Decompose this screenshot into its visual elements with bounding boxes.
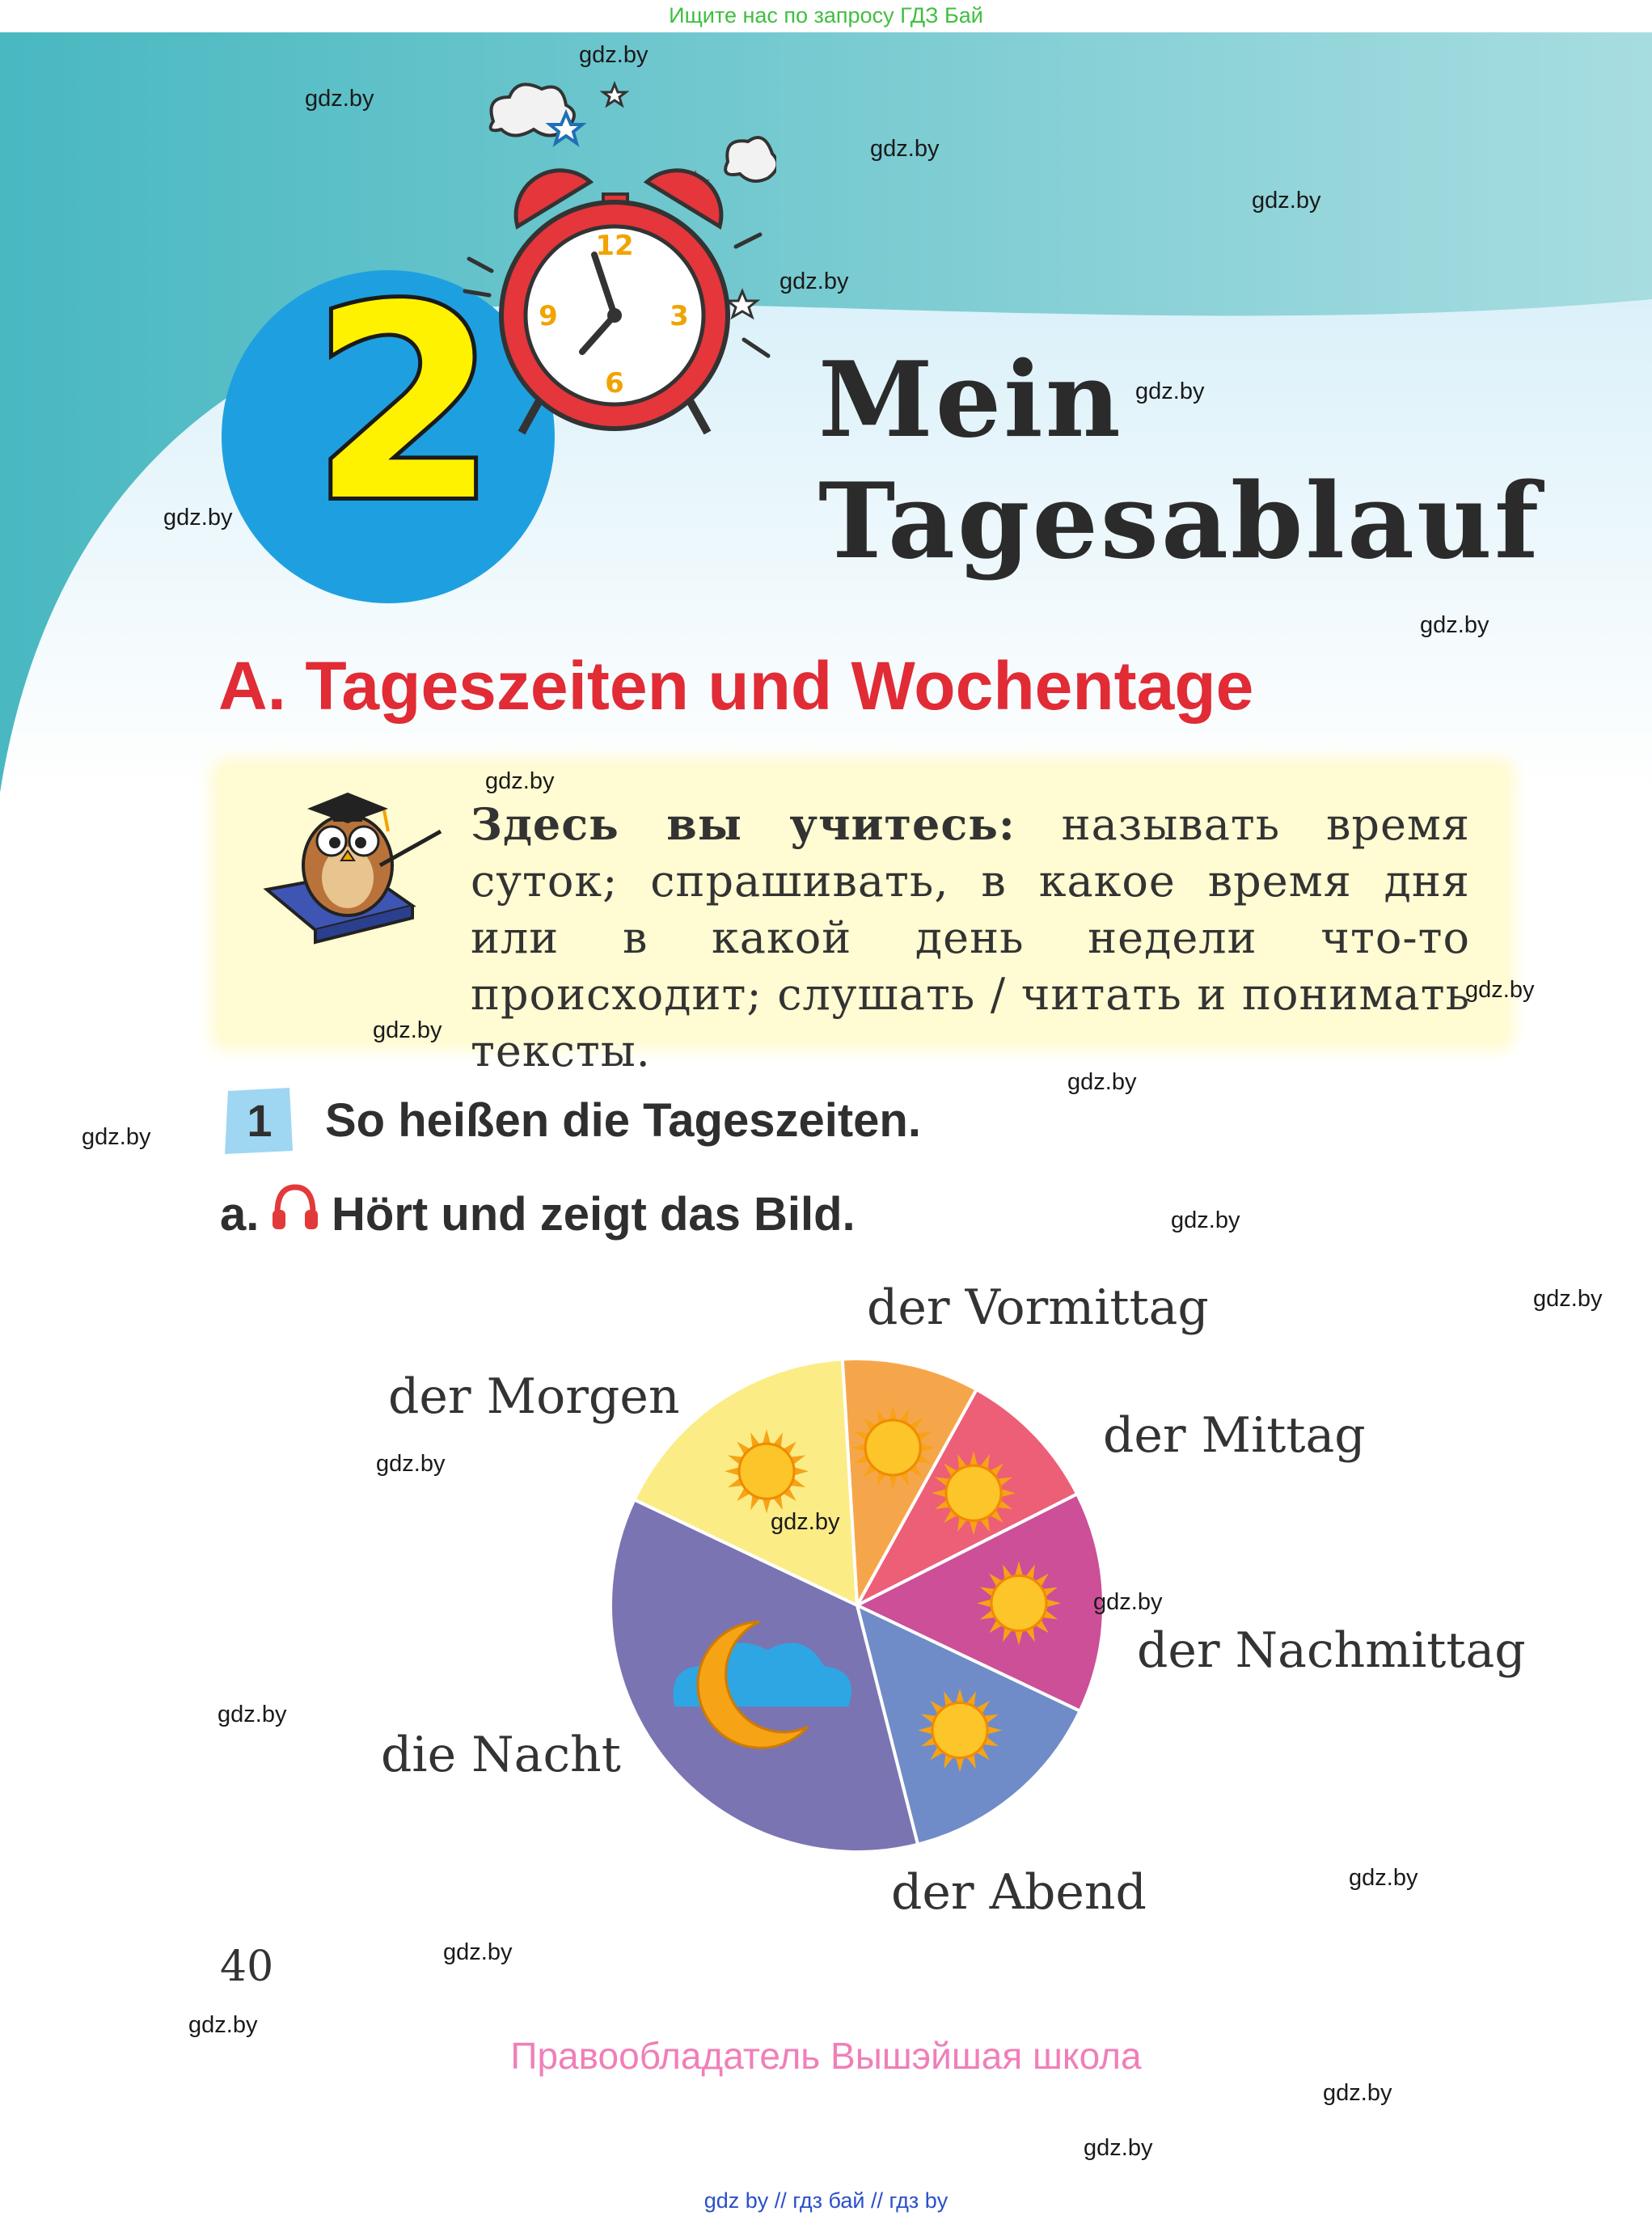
copyright: Правообладатель Вышэйшая школа [510, 2035, 1142, 2077]
watermark: gdz.by [485, 768, 555, 794]
clock-numeral-6: 6 [605, 367, 624, 400]
watermark: gdz.by [188, 2012, 258, 2038]
watermark: gdz.by [1135, 378, 1205, 404]
chapter-title-line1: Mein [818, 340, 1123, 461]
watermark: gdz.by [1465, 977, 1535, 1003]
sun-icon [932, 1451, 1016, 1536]
watermark: gdz.by [1323, 2080, 1392, 2106]
watermark: gdz.by [870, 136, 940, 162]
info-lead: Здесь вы учитесь: [471, 798, 1016, 850]
chapter-badge [222, 270, 555, 603]
watermark: gdz.by [1084, 2135, 1153, 2161]
moon-cloud-icon [673, 1620, 851, 1749]
chapter-title-line2: Tagesablauf [818, 461, 1542, 582]
sun-icon [918, 1688, 1003, 1773]
clock-numeral-12: 12 [595, 230, 633, 262]
exercise-number: 1 [247, 1095, 273, 1146]
watermark: gdz.by [579, 42, 649, 68]
watermark: gdz.by [1349, 1865, 1418, 1891]
section-title: A. Tageszeiten und Wochentage [218, 648, 1254, 724]
label-vormittag: der Vormittag [867, 1279, 1209, 1336]
subtask-text: Hört und zeigt das Bild. [332, 1188, 856, 1241]
label-morgen: der Morgen [388, 1368, 680, 1425]
header-background [0, 32, 1652, 793]
label-mittag: der Mittag [1103, 1407, 1366, 1464]
info-body: называть время суток; спрашивать, в како… [471, 799, 1470, 1076]
info-box [220, 767, 1506, 1042]
watermark: gdz.by [1252, 188, 1321, 214]
watermark: gdz.by [1420, 612, 1489, 638]
sun-icon [725, 1429, 809, 1514]
watermark: gdz.by [1067, 1069, 1137, 1095]
watermark: gdz.by [771, 1509, 840, 1535]
watermark: gdz.by [218, 1702, 287, 1727]
owl-teacher-icon [263, 793, 442, 945]
label-abend: der Abend [891, 1864, 1147, 1921]
clock-numeral-3: 3 [670, 300, 689, 332]
watermark: gdz.by [1171, 1207, 1240, 1233]
clock-numeral-9: 9 [539, 300, 558, 332]
watermark: gdz.by [373, 1017, 442, 1043]
watermark: gdz.by [305, 86, 374, 112]
watermark: gdz.by [82, 1124, 151, 1150]
watermark: gdz.by [443, 1939, 513, 1965]
headphones-icon [273, 1184, 318, 1229]
sun-icon [976, 1561, 1061, 1646]
day-parts-pie-chart [609, 1357, 1105, 1854]
chapter-number: 2 [307, 245, 501, 564]
pie-slice [840, 1357, 979, 1611]
watermark: gdz.by [780, 268, 849, 294]
subtask-letter: a. [220, 1188, 260, 1241]
info-text: Здесь вы учитесь: называть время суток; … [471, 796, 1470, 1080]
watermark: gdz.by [1533, 1286, 1603, 1312]
label-nacht: die Nacht [381, 1727, 621, 1783]
exercise-number-badge [225, 1088, 293, 1154]
page-number: 40 [220, 1943, 274, 1991]
footer-links: gdz by // гдз бай // гдз by [703, 2188, 949, 2213]
top-notice: Ищите нас по запросу ГДЗ Бай [669, 3, 983, 27]
sun-icon [851, 1405, 936, 1490]
label-nachmittag: der Nachmittag [1137, 1622, 1526, 1679]
exercise-title: So heißen die Tageszeiten. [325, 1094, 921, 1147]
alarm-clock-icon: 12 3 6 9 [463, 80, 776, 435]
watermark: gdz.by [376, 1451, 446, 1477]
watermark: gdz.by [163, 505, 233, 531]
watermark: gdz.by [1093, 1589, 1163, 1615]
